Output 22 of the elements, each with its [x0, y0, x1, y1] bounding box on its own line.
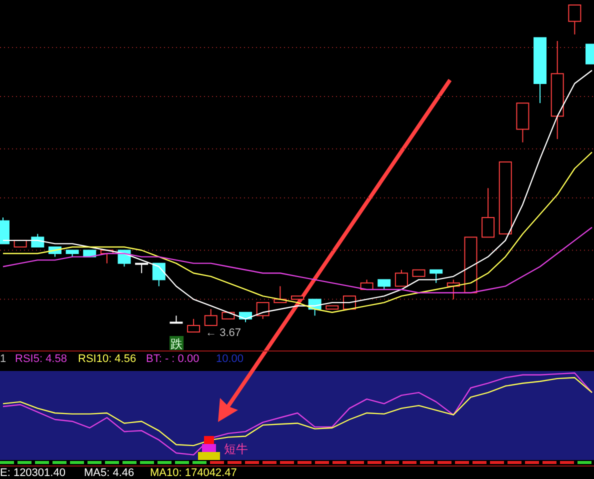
- candlestick: [482, 188, 495, 238]
- text: 1: [0, 353, 6, 365]
- candlestick: [256, 302, 270, 320]
- text: RSI10: 4.56: [78, 353, 136, 365]
- candlestick: [430, 269, 443, 284]
- text: BT: - : 0.00: [146, 353, 200, 365]
- text: 10.00: [216, 353, 244, 365]
- text: E: 120301.40: [0, 467, 66, 479]
- candlestick: [568, 4, 582, 35]
- candlestick: [135, 262, 148, 274]
- annotation: ← 3.67: [206, 327, 242, 339]
- text: 跌: [170, 337, 183, 351]
- candlestick: [187, 318, 200, 332]
- candlestick: [31, 233, 44, 248]
- candlestick: [378, 279, 391, 290]
- candlestick: [394, 269, 408, 287]
- text: RSI5: 4.58: [15, 353, 67, 365]
- candlestick: [204, 308, 218, 326]
- text: MA5: 4.46: [84, 467, 134, 479]
- text: MA10: 174042.47: [150, 467, 237, 479]
- annotation: 短牛: [224, 442, 248, 456]
- candlestick: [170, 315, 183, 324]
